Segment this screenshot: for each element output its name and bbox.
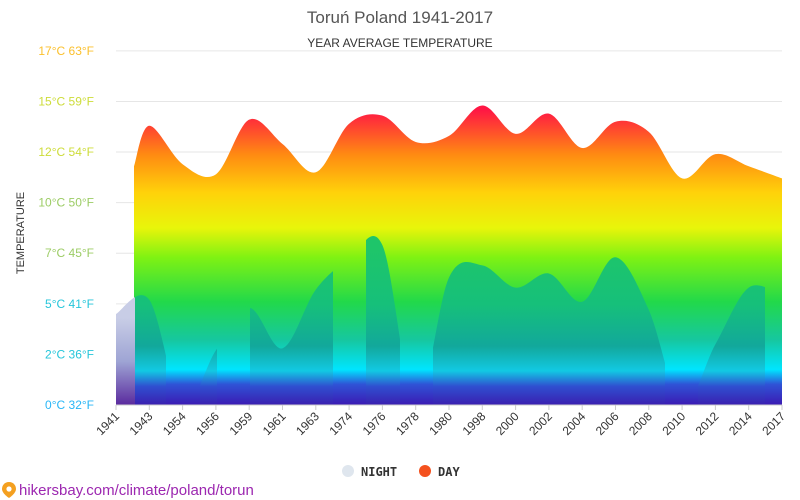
y-tick-label: 10°C 50°F [38,196,94,210]
x-tick-label: 2012 [693,409,722,438]
y-axis-label: TEMPERATURE [15,192,27,274]
x-tick-label: 1941 [93,409,122,438]
area-layer [116,105,782,406]
night-legend-marker [342,465,354,477]
x-axis-ticks: 1941 1943 1954 1956 1959 1961 1963 1974 1976 1978… [93,405,788,438]
x-tick-label: 1978 [393,409,422,438]
x-tick-label: 1961 [260,409,289,438]
y-tick-label: 12°C 54°F [38,145,94,159]
x-tick-label: 2004 [560,409,589,438]
y-axis-ticks: 0°C 32°F 2°C 36°F 5°C 41°F 7°C 45°F 10°C 50°… [38,44,94,412]
x-tick-label: 2008 [626,409,655,438]
day-legend-marker [419,465,431,477]
night-series-area [135,236,765,406]
x-tick-label: 1974 [326,409,355,438]
y-tick-label: 15°C 59°F [38,94,94,108]
x-tick-label: 1959 [227,409,256,438]
y-tick-label: 2°C 36°F [45,347,94,361]
chart-subtitle: YEAR AVERAGE TEMPERATURE [307,36,492,50]
x-tick-label: 2014 [726,409,755,438]
source-link[interactable]: hikersbay.com/climate/poland/torun [2,482,254,499]
y-tick-label: 5°C 41°F [45,297,94,311]
source-url: hikersbay.com/climate/poland/torun [19,482,254,499]
legend: NIGHT DAY [342,465,460,479]
x-tick-label: 1943 [127,409,156,438]
y-tick-label: 0°C 32°F [45,398,94,412]
chart-title: Toruń Poland 1941-2017 [307,8,493,27]
x-tick-label: 1954 [160,409,189,438]
x-tick-label: 1976 [360,409,389,438]
y-tick-label: 7°C 45°F [45,246,94,260]
x-tick-label: 2010 [659,409,688,438]
map-pin-icon [2,482,16,498]
x-tick-label: 1956 [193,409,222,438]
x-tick-label: 2017 [759,409,788,438]
x-tick-label: 2006 [593,409,622,438]
legend-item-night[interactable]: NIGHT [342,465,397,479]
x-tick-label: 2000 [493,409,522,438]
y-tick-label: 17°C 63°F [38,44,94,58]
legend-item-day[interactable]: DAY [419,465,460,479]
x-tick-label: 1980 [426,409,455,438]
night-series-area-1941 [116,297,135,405]
x-tick-label: 2002 [526,409,555,438]
night-legend-label: NIGHT [361,465,397,479]
x-tick-label: 1998 [460,409,489,438]
day-legend-label: DAY [438,465,460,479]
x-tick-label: 1963 [293,409,322,438]
